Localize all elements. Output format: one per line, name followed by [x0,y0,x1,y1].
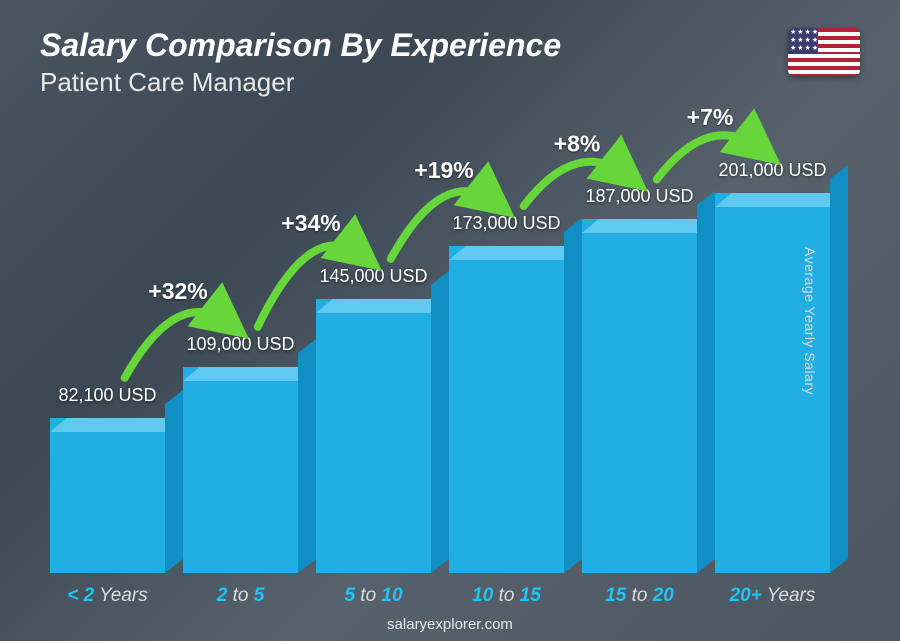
bar-value-label: 82,100 USD [58,385,156,406]
bar [183,367,298,573]
bar-col: 145,000 USD [316,266,431,573]
bar-col: 187,000 USD [582,186,697,573]
bar [50,418,165,573]
bar-col: 173,000 USD [449,213,564,573]
increase-label: +7% [687,104,734,130]
header: Salary Comparison By Experience Patient … [40,28,860,98]
x-axis-label: 10 to 15 [449,585,564,607]
flag-icon [788,28,860,76]
x-axis-label: 5 to 10 [316,585,431,607]
bar-value-label: 173,000 USD [452,213,560,234]
bar-value-label: 201,000 USD [718,160,826,181]
x-axis-label: 15 to 20 [582,585,697,607]
bar-chart: 82,100 USD 109,000 USD 145,000 USD 173,0… [50,133,830,573]
bar [316,299,431,573]
bar-value-label: 187,000 USD [585,186,693,207]
bar [582,219,697,573]
attribution: salaryexplorer.com [0,616,900,633]
bar-col: 82,100 USD [50,385,165,573]
x-axis-labels: < 2 Years 2 to 5 5 to 10 10 to 15 15 to 20 20… [50,585,830,607]
page-title: Salary Comparison By Experience [40,28,561,63]
infographic-container: Salary Comparison By Experience Patient … [0,0,900,641]
bar-value-label: 109,000 USD [186,334,294,355]
page-subtitle: Patient Care Manager [40,67,561,98]
bar [449,246,564,573]
bar-value-label: 145,000 USD [319,266,427,287]
title-block: Salary Comparison By Experience Patient … [40,28,561,98]
x-axis-label: < 2 Years [50,585,165,607]
y-axis-label: Average Yearly Salary [802,247,818,395]
bar-col: 109,000 USD [183,334,298,573]
x-axis-label: 20+ Years [715,585,830,607]
x-axis-label: 2 to 5 [183,585,298,607]
